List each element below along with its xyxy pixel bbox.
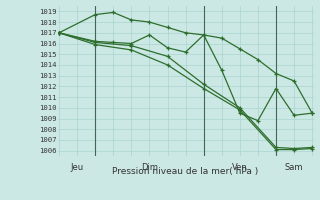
Text: Ven: Ven <box>232 163 248 172</box>
Text: Sam: Sam <box>285 163 303 172</box>
X-axis label: Pression niveau de la mer( hPa ): Pression niveau de la mer( hPa ) <box>112 167 259 176</box>
Text: Dim: Dim <box>141 163 158 172</box>
Text: Jeu: Jeu <box>71 163 84 172</box>
